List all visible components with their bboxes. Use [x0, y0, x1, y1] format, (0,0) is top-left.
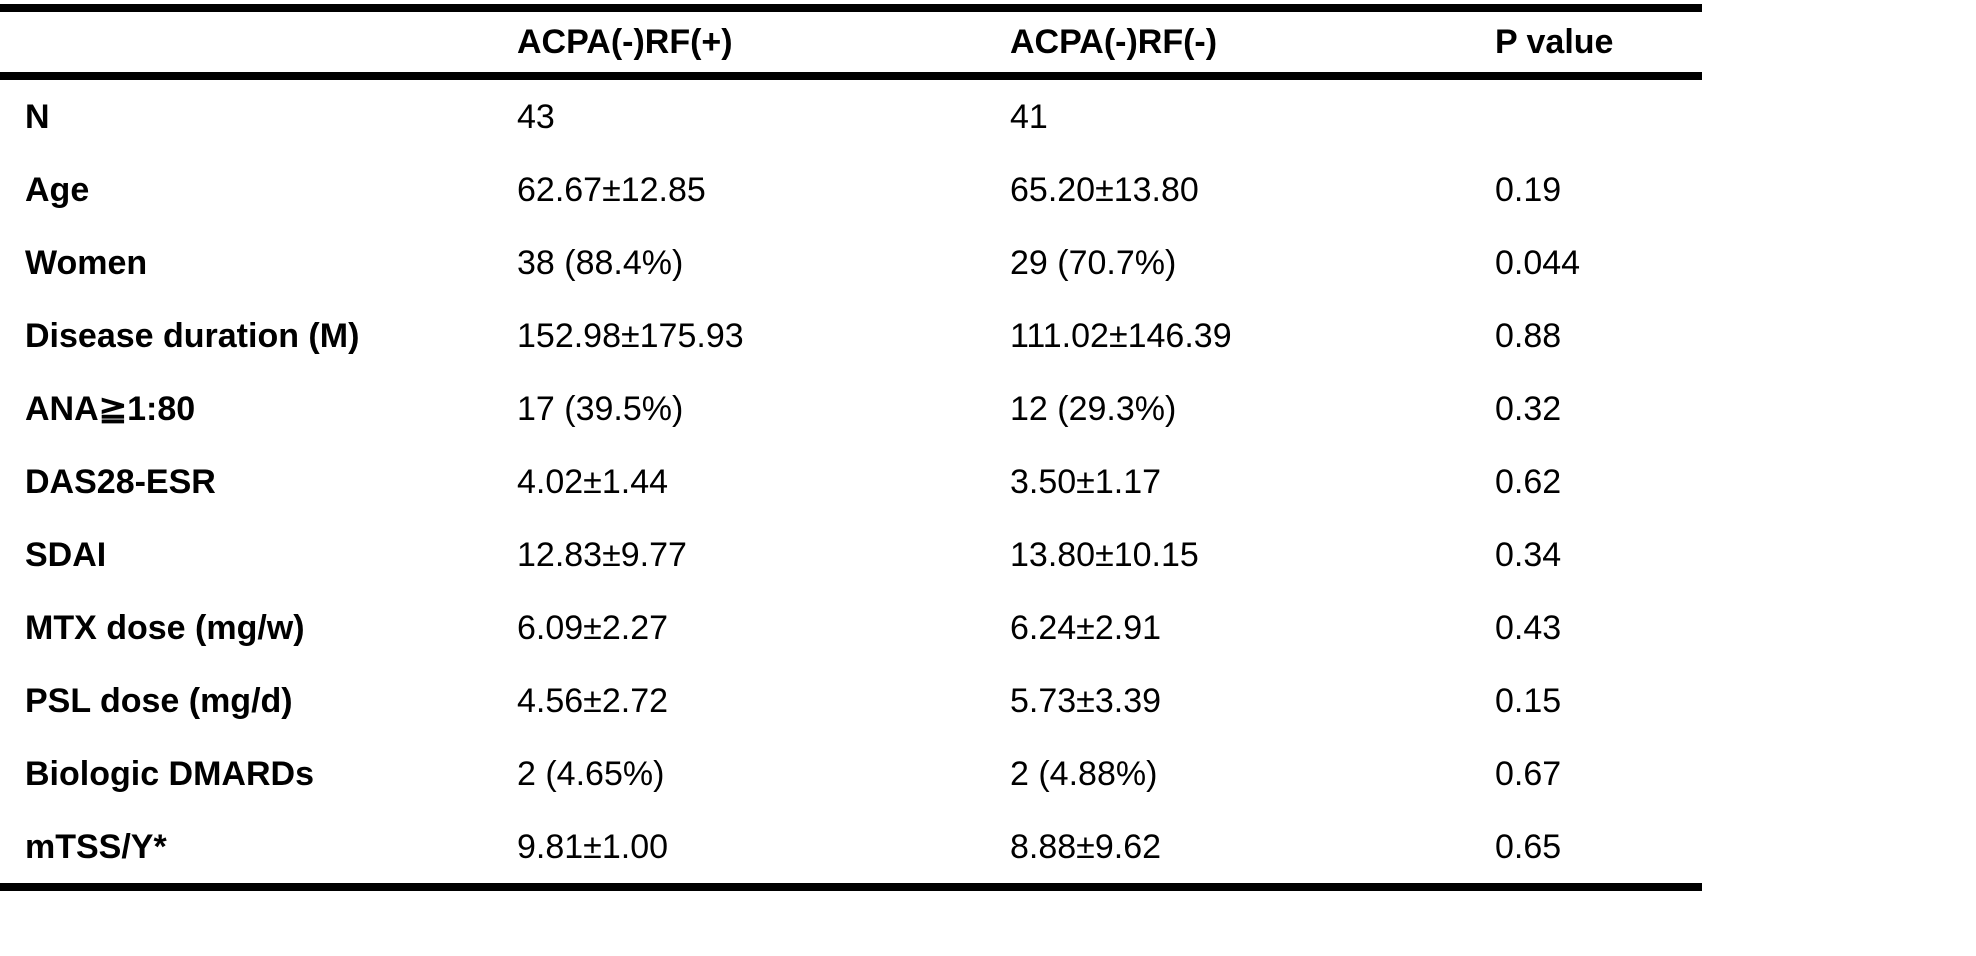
row-label: PSL dose (mg/d)	[25, 681, 293, 720]
row-label: Women	[25, 243, 148, 282]
table-header: ACPA(-)RF(+) ACPA(-)RF(-) P value	[0, 8, 1702, 80]
value-pvalue: 0.43	[1495, 608, 1562, 647]
header-row: ACPA(-)RF(+) ACPA(-)RF(-) P value	[0, 8, 1702, 80]
table-row-biologic-dmards: Biologic DMARDs 2 (4.65%) 2 (4.88%) 0.67	[0, 737, 1702, 810]
value-pvalue: 0.62	[1495, 462, 1562, 501]
value-group1: 4.56±2.72	[517, 681, 669, 720]
row-label: Age	[25, 170, 90, 209]
value-pvalue: 0.19	[1495, 170, 1562, 209]
table-row-mtss: mTSS/Y* 9.81±1.00 8.88±9.62 0.65	[0, 810, 1702, 887]
value-pvalue	[1495, 76, 1702, 153]
table-row-mtx-dose: MTX dose (mg/w) 6.09±2.27 6.24±2.91 0.43	[0, 591, 1702, 664]
row-label: SDAI	[25, 535, 107, 574]
row-label: N	[25, 97, 50, 136]
header-group2: ACPA(-)RF(-)	[1010, 8, 1495, 80]
baseline-characteristics-table: ACPA(-)RF(+) ACPA(-)RF(-) P value N 43 4…	[0, 4, 1702, 891]
row-label: ANA≧1:80	[25, 389, 196, 428]
value-group2: 65.20±13.80	[1010, 170, 1199, 209]
value-group1: 38 (88.4%)	[517, 243, 684, 282]
value-group1: 152.98±175.93	[517, 316, 744, 355]
table-row-age: Age 62.67±12.85 65.20±13.80 0.19	[0, 153, 1702, 226]
header-pvalue: P value	[1495, 8, 1702, 80]
row-label: mTSS/Y*	[25, 827, 167, 866]
row-label: Biologic DMARDs	[25, 754, 314, 793]
value-pvalue: 0.15	[1495, 681, 1562, 720]
value-group1: 17 (39.5%)	[517, 389, 684, 428]
value-group2: 41	[1010, 97, 1048, 136]
table-row-women: Women 38 (88.4%) 29 (70.7%) 0.044	[0, 226, 1702, 299]
value-group2: 13.80±10.15	[1010, 535, 1199, 574]
table-row-das28-esr: DAS28-ESR 4.02±1.44 3.50±1.17 0.62	[0, 445, 1702, 518]
value-pvalue: 0.67	[1495, 754, 1562, 793]
value-group1: 2 (4.65%)	[517, 754, 665, 793]
value-group2: 5.73±3.39	[1010, 681, 1162, 720]
table-row-psl-dose: PSL dose (mg/d) 4.56±2.72 5.73±3.39 0.15	[0, 664, 1702, 737]
value-group1: 6.09±2.27	[517, 608, 669, 647]
value-pvalue: 0.044	[1495, 243, 1581, 282]
row-label: DAS28-ESR	[25, 462, 216, 501]
value-pvalue: 0.34	[1495, 535, 1562, 574]
value-group2: 3.50±1.17	[1010, 462, 1162, 501]
value-pvalue: 0.65	[1495, 827, 1562, 866]
value-group1: 9.81±1.00	[517, 827, 669, 866]
value-group1: 43	[517, 97, 555, 136]
row-label: Disease duration (M)	[25, 316, 360, 355]
value-group2: 8.88±9.62	[1010, 827, 1162, 866]
value-group2: 29 (70.7%)	[1010, 243, 1177, 282]
table-row-disease-duration: Disease duration (M) 152.98±175.93 111.0…	[0, 299, 1702, 372]
value-pvalue: 0.88	[1495, 316, 1562, 355]
value-pvalue: 0.32	[1495, 389, 1562, 428]
table-body: N 43 41 Age 62.67±12.85 65.20±13.80 0.19…	[0, 76, 1702, 887]
value-group1: 4.02±1.44	[517, 462, 669, 501]
header-group1: ACPA(-)RF(+)	[517, 8, 1010, 80]
table-row-sdai: SDAI 12.83±9.77 13.80±10.15 0.34	[0, 518, 1702, 591]
table-row-n: N 43 41	[0, 76, 1702, 153]
value-group1: 62.67±12.85	[517, 170, 706, 209]
value-group2: 111.02±146.39	[1010, 316, 1232, 355]
value-group1: 12.83±9.77	[517, 535, 687, 574]
table-row-ana: ANA≧1:80 17 (39.5%) 12 (29.3%) 0.32	[0, 372, 1702, 445]
value-group2: 12 (29.3%)	[1010, 389, 1177, 428]
value-group2: 2 (4.88%)	[1010, 754, 1158, 793]
header-blank	[0, 8, 517, 80]
row-label: MTX dose (mg/w)	[25, 608, 305, 647]
value-group2: 6.24±2.91	[1010, 608, 1162, 647]
